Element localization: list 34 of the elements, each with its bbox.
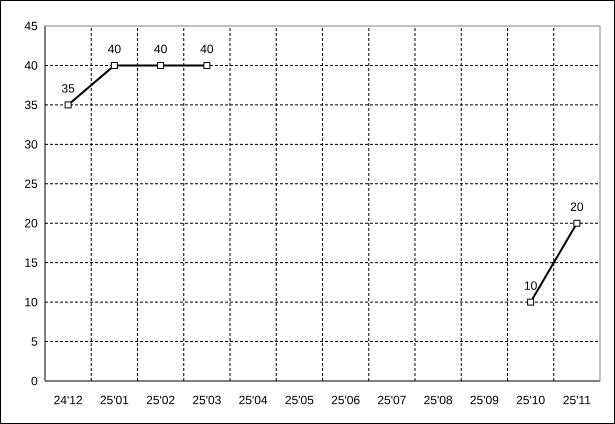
y-tick-label: 0 [32,376,38,386]
y-tick-label: 35 [24,100,38,110]
y-tick-label: 30 [24,140,38,149]
x-tick-label: 25'08 [424,396,452,404]
x-tick-label: 25'03 [192,396,221,404]
data-label: 40 [154,44,167,54]
y-tick-label: 15 [25,258,38,267]
y-tick-label: 25 [25,180,38,188]
x-tick-label: 25'04 [239,396,268,404]
point [527,298,534,306]
point [110,62,118,69]
x-tick-label: 25'01 [100,396,128,404]
data-label: 40 [200,44,214,54]
data-label: 35 [62,84,74,93]
x-tick-label: 25'09 [470,396,498,404]
data-label: 20 [570,202,584,211]
x-tick-label: 25'02 [146,396,175,404]
x-tick-label: 25'06 [332,396,360,404]
y-tick-label: 20 [25,218,38,228]
point [573,220,580,227]
data-label: 40 [108,44,121,54]
data-label: 10 [524,281,537,290]
y-tick-label: 40 [24,61,38,70]
x-tick-label: 24'12 [54,396,82,404]
x-tick-label: 25'07 [378,396,406,404]
point [64,101,72,108]
point [203,62,210,69]
x-tick-label: 25'05 [285,396,314,404]
point [157,62,164,69]
x-tick-label: 25'11 [563,396,590,404]
y-tick-label: 10 [25,298,38,306]
x-tick-label: 25'10 [516,396,545,404]
y-tick-label: 45 [24,22,38,30]
y-tick-label: 5 [32,337,38,346]
